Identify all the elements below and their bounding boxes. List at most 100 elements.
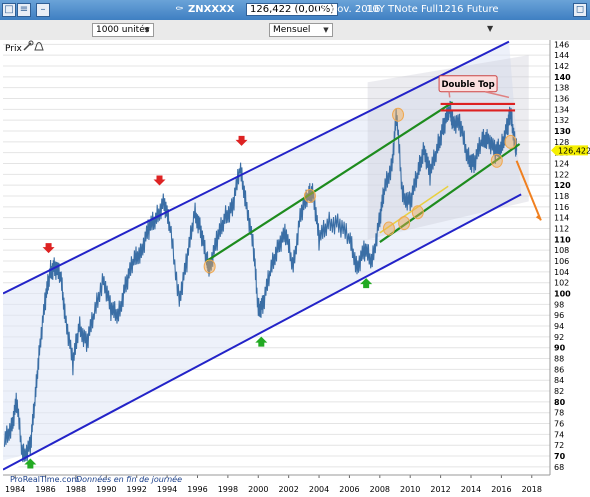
green-up-arrow-icon [24, 458, 37, 469]
upper-channel-line [3, 40, 510, 295]
units-value: 1000 unités [96, 25, 150, 35]
x-tick-label: 1994 [157, 485, 177, 494]
y-tick-label: 78 [554, 409, 564, 418]
y-tick-label: 108 [554, 246, 569, 255]
y-tick-label: 132 [554, 116, 569, 125]
price-series-line [3, 100, 518, 463]
units-select[interactable]: 1000 unités ▼ [92, 23, 154, 37]
instrument-label: 10Y TNote Full1216 Future [366, 4, 499, 15]
x-tick-label: 2012 [430, 485, 450, 494]
upper-trend-line [206, 101, 454, 262]
y-tick-label: 110 [554, 235, 571, 244]
date-label: 15 nov. 2016 [315, 4, 381, 15]
x-tick-label: 2000 [248, 485, 268, 494]
x-tick-label: 2004 [309, 485, 329, 494]
wrench-icon[interactable] [23, 40, 34, 51]
y-tick-label: 74 [554, 430, 564, 439]
pivot-highlight [398, 216, 411, 231]
footer-brand: ProRealTime.com [10, 475, 79, 484]
pivot-highlight [392, 107, 405, 122]
price-value: 126,422 (0,00%) [246, 3, 339, 16]
double-top-pointer [484, 91, 510, 99]
y-tick-label: 146 [554, 40, 569, 49]
pivot-highlight [411, 205, 424, 220]
pivot-highlight [203, 259, 216, 274]
y-tick-label: 76 [554, 420, 564, 429]
menu-icon[interactable]: ≡ [17, 3, 31, 17]
symbol-label[interactable]: ZNXXXX [188, 4, 235, 15]
link-icon[interactable]: ⚰ [175, 4, 184, 15]
double-top-box [438, 75, 498, 93]
chevron-down-icon: ▼ [323, 26, 329, 34]
red-down-arrow-icon [153, 175, 166, 186]
forecast-arrow-line [515, 160, 542, 221]
lower-trend-line [379, 143, 521, 243]
last-price-label: 126,422 [558, 146, 590, 155]
y-tick-label: 104 [554, 268, 569, 277]
y-tick-label: 72 [554, 441, 564, 450]
minimize-icon[interactable]: – [36, 3, 50, 17]
period-select[interactable]: Mensuel ▼ [269, 23, 333, 37]
pivot-highlight [303, 189, 316, 204]
maximize-icon[interactable]: ◻ [573, 3, 587, 17]
x-tick-label: 2006 [339, 485, 359, 494]
y-tick-label: 82 [554, 387, 564, 396]
x-axis: 1984 1986 1988 1990 1992 1994 1996 1998 2000 2002… [3, 474, 550, 494]
footer-note: Données en fin de journée [76, 474, 182, 484]
x-tick-label: 2016 [491, 485, 511, 494]
y-tick-label: 86 [554, 365, 564, 374]
y-tick-label: 112 [554, 225, 569, 234]
x-tick-label: 1986 [35, 485, 55, 494]
support-line-yellow [379, 185, 449, 234]
double-top-label: Double Top [441, 80, 494, 90]
y-tick-label: 144 [554, 51, 569, 60]
pivot-highlight [382, 221, 395, 236]
y-tick-label: 92 [554, 333, 564, 342]
y-tick-label: 142 [554, 62, 569, 71]
y-tick-label: 136 [554, 95, 569, 104]
green-up-arrow-icon [360, 278, 373, 289]
y-tick-label: 118 [554, 192, 569, 201]
x-tick-label: 2008 [370, 485, 390, 494]
x-tick-label: 2018 [522, 485, 542, 494]
y-axis: 1461441421401381361341321301281261241221… [549, 40, 590, 475]
y-tick-label: 70 [554, 452, 566, 461]
toolbar: 1000 unités ▼ Mensuel ▼ ▼ [0, 20, 590, 59]
pivot-highlight [490, 153, 503, 168]
x-tick-label: 2014 [461, 485, 481, 494]
title-bar: □ ≡ – ⚰ ZNXXXX 126,422 (0,00%) 15 nov. 2… [0, 0, 590, 20]
y-tick-label: 124 [554, 160, 569, 169]
x-tick-label: 1998 [218, 485, 238, 494]
y-tick-label: 98 [554, 300, 564, 309]
red-down-arrow-icon [235, 135, 248, 146]
x-tick-label: 1996 [187, 485, 207, 494]
x-tick-label: 2002 [278, 485, 298, 494]
price-display: 126,422 (0,00%) [246, 3, 339, 17]
y-tick-label: 84 [554, 376, 564, 385]
forecast-arrow-head-icon [535, 214, 541, 221]
y-tick-label: 88 [554, 355, 564, 364]
bell-icon[interactable] [34, 42, 44, 51]
green-up-arrow-icon [255, 336, 268, 347]
y-tick-label: 122 [554, 170, 569, 179]
y-tick-label: 138 [554, 84, 569, 93]
period-value: Mensuel [273, 25, 311, 35]
double-top-pointer [448, 91, 451, 98]
y-tick-label: 128 [554, 138, 569, 147]
chevron-down-icon: ▼ [144, 26, 150, 34]
y-tick-label: 106 [554, 257, 569, 266]
y-tick-label: 96 [554, 311, 564, 320]
y-tick-label: 100 [554, 290, 571, 299]
y-tick-label: 120 [554, 181, 571, 190]
y-tick-label: 130 [554, 127, 571, 136]
x-tick-label: 1988 [66, 485, 86, 494]
y-tick-label: 116 [554, 203, 569, 212]
pin-icon[interactable]: □ [2, 3, 16, 17]
logo-dropdown-icon[interactable]: ▼ [487, 24, 494, 33]
lower-channel-line [3, 193, 522, 471]
last-price-marker [551, 145, 588, 156]
red-down-arrow-icon [42, 243, 55, 254]
y-tick-label: 90 [554, 344, 566, 353]
y-tick-label: 94 [554, 322, 564, 331]
